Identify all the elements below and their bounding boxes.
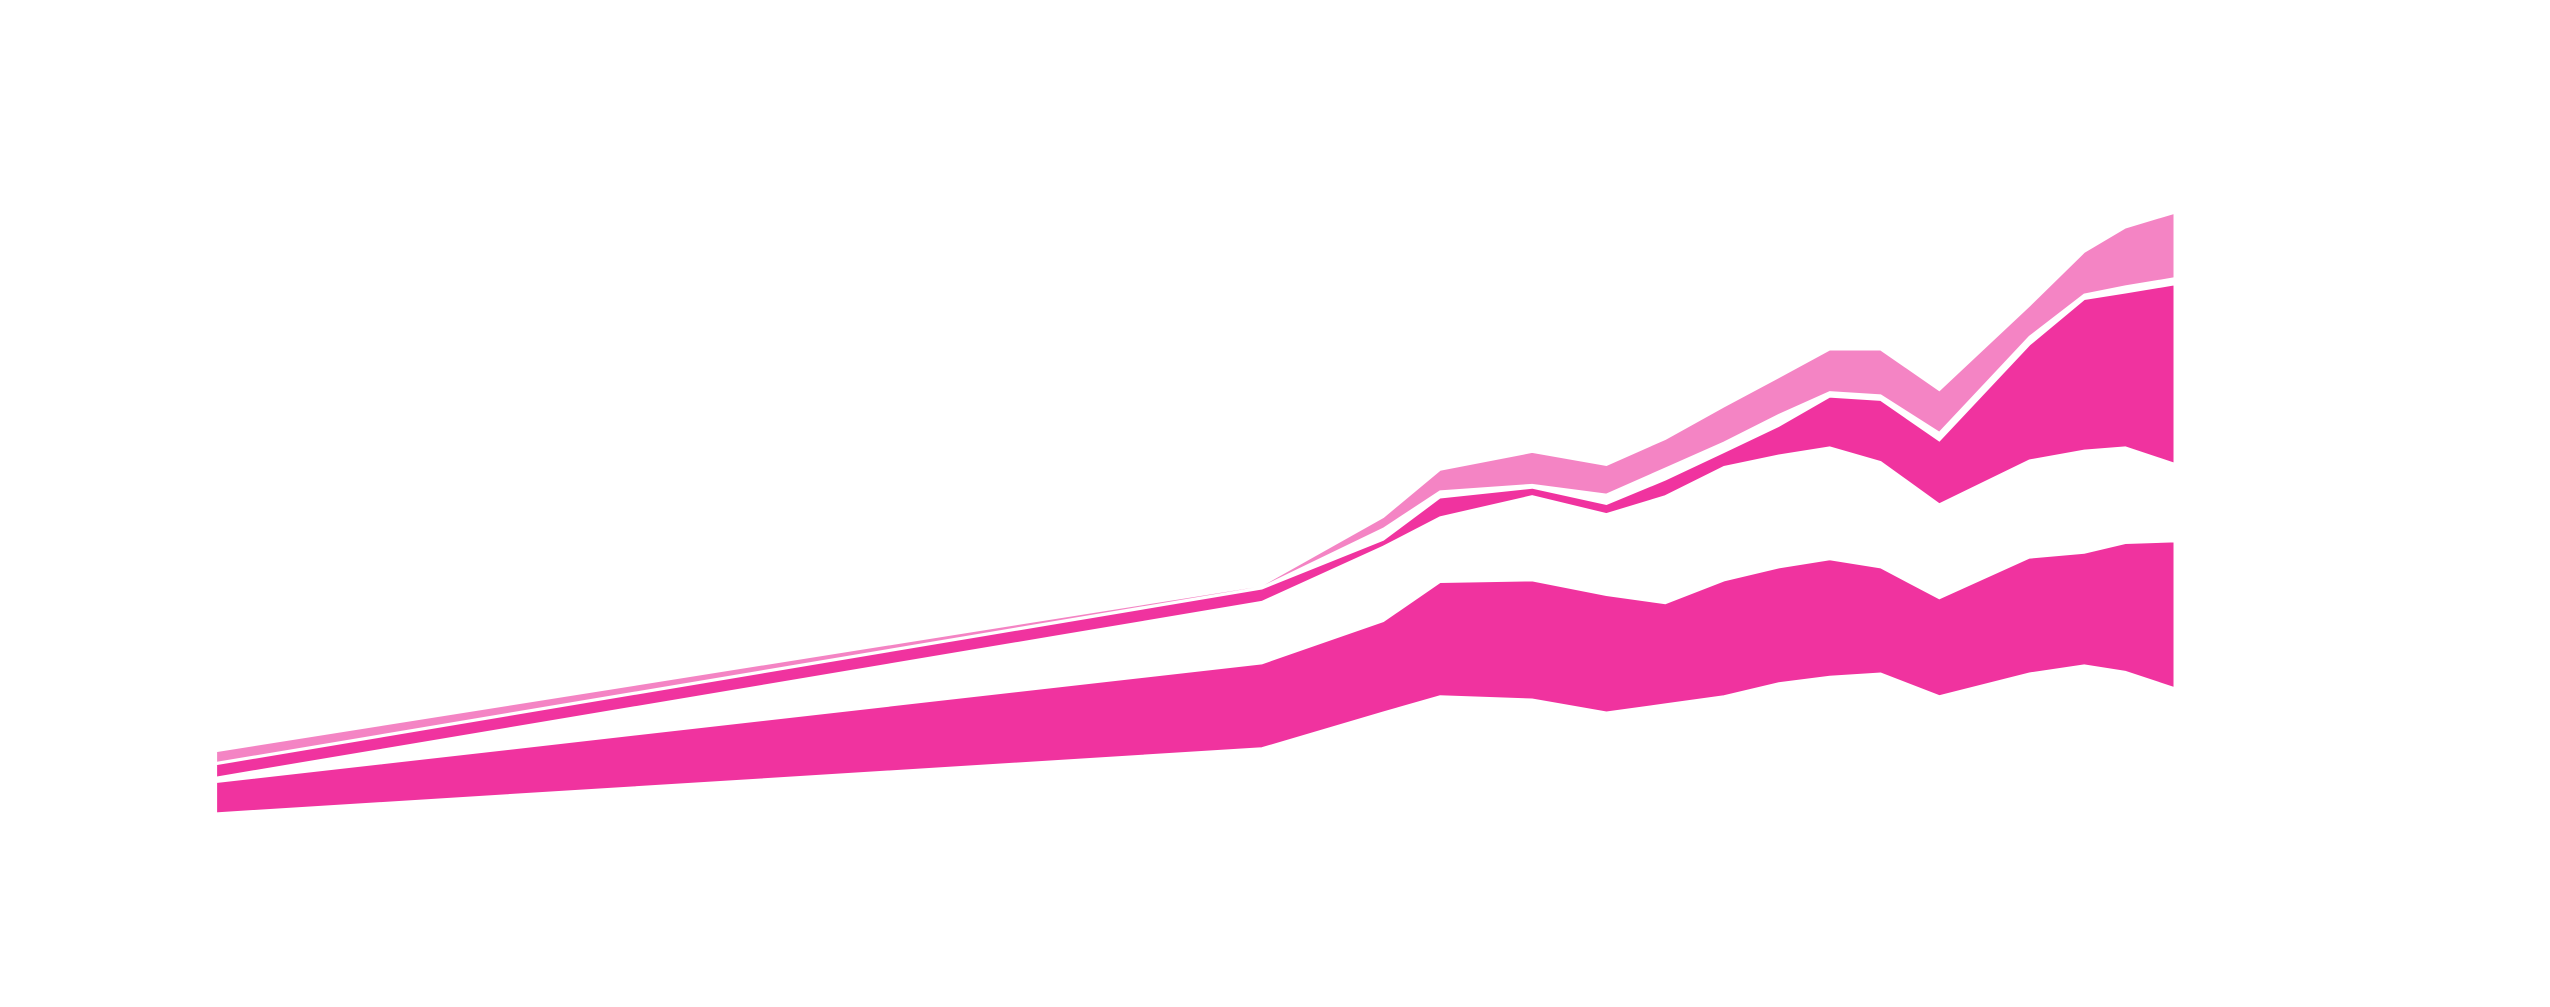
area-band — [215, 283, 2176, 779]
area-band — [215, 211, 2176, 764]
area-band — [215, 540, 2176, 815]
